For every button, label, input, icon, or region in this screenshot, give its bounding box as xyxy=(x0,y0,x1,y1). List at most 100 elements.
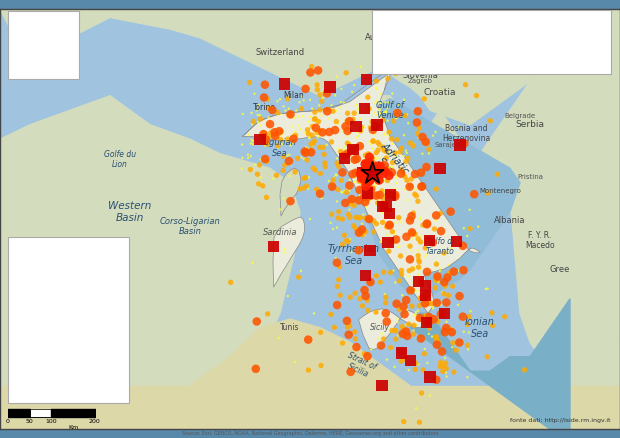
Point xyxy=(364,177,374,184)
Point xyxy=(379,109,389,116)
Point xyxy=(412,192,422,199)
Point xyxy=(403,273,413,280)
Point xyxy=(350,122,360,129)
Point xyxy=(482,353,492,360)
Point xyxy=(273,334,283,341)
Point xyxy=(327,183,337,190)
Point xyxy=(379,109,389,116)
Point xyxy=(377,330,387,337)
Point xyxy=(440,279,450,286)
Point xyxy=(464,313,474,320)
Point xyxy=(344,141,354,148)
Point xyxy=(372,155,382,162)
Point xyxy=(405,217,415,224)
Point xyxy=(288,135,298,142)
Point xyxy=(363,307,373,314)
Point xyxy=(252,318,262,325)
Point xyxy=(350,225,360,232)
Point xyxy=(307,146,317,153)
Point xyxy=(352,127,362,134)
Point xyxy=(365,173,375,180)
Point xyxy=(420,346,430,353)
Point xyxy=(351,102,361,109)
Point xyxy=(391,279,401,286)
Text: Golfe du
Lion: Golfe du Lion xyxy=(104,150,136,169)
Point xyxy=(390,191,400,198)
Point xyxy=(400,311,410,318)
Point xyxy=(383,75,393,82)
Point xyxy=(361,203,371,210)
Point xyxy=(520,366,529,373)
Point xyxy=(331,118,341,125)
Point xyxy=(418,222,428,229)
Point xyxy=(368,173,378,180)
Point xyxy=(417,183,427,190)
Point xyxy=(379,187,389,194)
Point xyxy=(469,191,479,198)
Point xyxy=(295,126,305,133)
Point xyxy=(330,127,340,134)
Point xyxy=(392,110,402,117)
Point xyxy=(381,310,391,317)
Text: Milan: Milan xyxy=(283,91,304,100)
Point xyxy=(374,335,384,342)
Text: http://ingvterremoti.wordpress.com: http://ingvterremoti.wordpress.com xyxy=(417,54,566,64)
Point xyxy=(453,301,463,308)
Point xyxy=(381,192,391,199)
Point xyxy=(362,164,372,171)
Point xyxy=(364,105,374,112)
Point xyxy=(415,295,425,302)
Point xyxy=(286,111,296,118)
Text: Sarajevo: Sarajevo xyxy=(435,142,465,148)
Text: Croatia: Croatia xyxy=(423,88,456,97)
Point xyxy=(327,138,337,145)
Point xyxy=(354,197,364,204)
Point xyxy=(398,330,408,337)
Point xyxy=(390,193,400,200)
Point xyxy=(290,169,300,176)
Point xyxy=(407,229,417,236)
Point xyxy=(279,195,289,202)
Point xyxy=(309,310,319,317)
Point xyxy=(410,311,420,318)
Point xyxy=(378,166,388,173)
Point xyxy=(313,134,323,141)
Point xyxy=(362,297,372,304)
Point xyxy=(312,129,322,136)
Point xyxy=(314,118,324,125)
Point xyxy=(366,141,376,148)
Point xyxy=(404,267,414,274)
Point xyxy=(419,350,429,357)
Point xyxy=(404,321,414,328)
Point xyxy=(392,315,402,322)
Point xyxy=(421,138,431,145)
Point xyxy=(353,154,363,161)
Point xyxy=(366,191,376,198)
Point xyxy=(378,117,388,124)
Point xyxy=(425,392,435,399)
Point xyxy=(413,247,423,254)
Point xyxy=(369,228,379,235)
Point xyxy=(382,356,392,363)
Point xyxy=(417,150,427,157)
Point xyxy=(433,318,443,325)
Point xyxy=(359,198,369,205)
Point xyxy=(342,133,352,140)
Point xyxy=(376,113,386,120)
Point xyxy=(303,145,313,152)
Point xyxy=(365,171,374,178)
Polygon shape xyxy=(0,96,300,429)
Point xyxy=(350,156,360,163)
Point xyxy=(345,294,355,301)
Point xyxy=(382,212,392,219)
Text: terremoti: terremoti xyxy=(466,25,525,38)
Point xyxy=(386,164,396,171)
Text: da 4.0 a 4.9: da 4.0 a 4.9 xyxy=(43,335,93,344)
Point xyxy=(270,132,280,139)
Point xyxy=(332,155,342,162)
Point xyxy=(333,215,343,222)
Point xyxy=(360,179,370,186)
Point xyxy=(262,141,272,148)
Point xyxy=(458,242,468,249)
Point xyxy=(440,310,450,317)
